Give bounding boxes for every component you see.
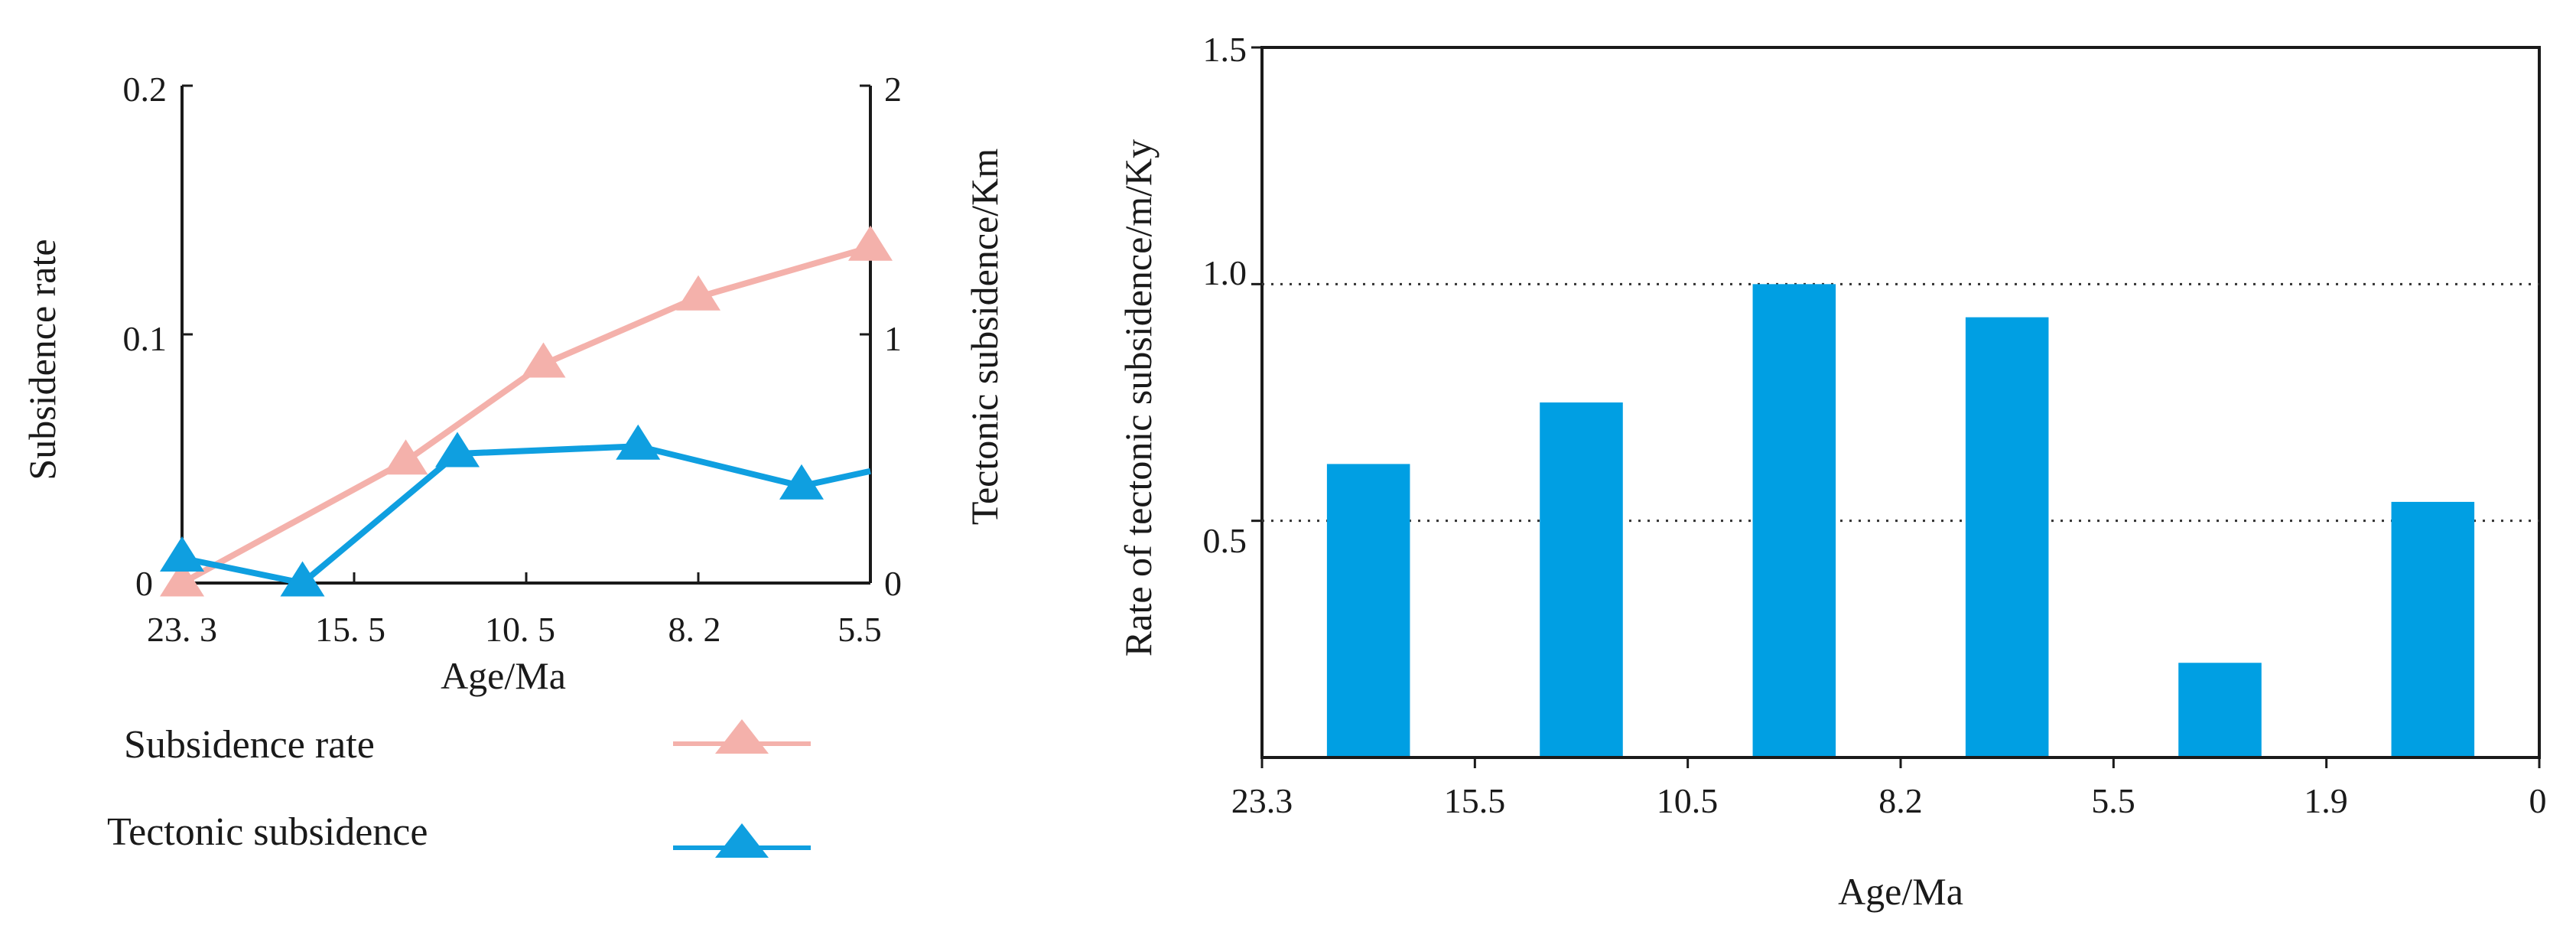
left-ytick-label-0: 0 [135, 564, 153, 603]
bar-xtick-label-5: 1.9 [2304, 781, 2348, 820]
left-series [160, 225, 893, 597]
left-xtick-label-1: 15. 5 [315, 610, 385, 649]
series-line-subsidence-rate [181, 244, 872, 586]
marker-tectonic-subsidence-1 [280, 561, 325, 597]
bar-xtick-label-1: 15.5 [1444, 781, 1506, 820]
left-chart: 0 0.1 0.2 0 1 2 23. 3 15. 5 10. 5 8. 2 5… [21, 70, 1006, 858]
left-xtick-label-4: 5.5 [838, 610, 882, 649]
marker-tectonic-subsidence-2 [435, 432, 480, 468]
marker-subsidence-rate-2 [521, 342, 566, 378]
bar-3 [1965, 317, 2049, 756]
legend-label-tectonic-subsidence: Tectonic subsidence [107, 810, 428, 854]
bar-ytick-label-0.5: 0.5 [1203, 521, 1247, 560]
left-ytick-label-1: 0.1 [123, 319, 168, 358]
legend-marker-tectonic-subsidence [715, 823, 769, 858]
legend-marker-subsidence-rate [715, 719, 769, 754]
left-ytick-label-2: 0.2 [123, 70, 168, 109]
marker-subsidence-rate-0 [160, 561, 204, 597]
bar-xtick-label-4: 5.5 [2091, 781, 2135, 820]
left-xtick-label-2: 10. 5 [485, 610, 555, 649]
bar-xtick-label-6: 0 [2529, 781, 2547, 820]
left-y-axis-label: Subsidence rate [21, 239, 63, 480]
legend: Subsidence rate Tectonic subsidence [107, 719, 811, 858]
marker-tectonic-subsidence-3 [616, 424, 661, 460]
right-ytick-label-0: 0 [884, 564, 902, 603]
right-y-axis-label: Tectonic subsidence/Km [963, 148, 1006, 525]
left-xtick-label-0: 23. 3 [147, 610, 217, 649]
legend-label-subsidence-rate: Subsidence rate [124, 723, 375, 767]
bar-5 [2391, 501, 2475, 756]
bar-1 [1540, 402, 1623, 756]
bar-ytick-label-1.0: 1.0 [1203, 253, 1247, 292]
right-chart: 0.5 1.0 1.5 23.3 15.5 10.5 8.2 5.5 1.9 0… [1117, 30, 2547, 913]
plot-frame [1260, 46, 2541, 759]
marker-tectonic-subsidence-4 [779, 464, 824, 500]
right-ytick-label-1: 1 [884, 319, 902, 358]
bar-4 [2178, 663, 2262, 756]
marker-subsidence-rate-1 [383, 439, 428, 475]
bar-ytick-label-1.5: 1.5 [1203, 30, 1247, 69]
marker-subsidence-rate-4 [848, 225, 893, 261]
right-ticks [1251, 46, 2541, 768]
left-xtick-label-3: 8. 2 [668, 610, 721, 649]
bar-2 [1752, 284, 1836, 756]
bar-y-axis-label: Rate of tectonic subsidence/m/Ky [1117, 139, 1160, 656]
series-line-tectonic-subsidence [181, 443, 871, 586]
right-ytick-label-2: 2 [884, 70, 902, 109]
bar-0 [1326, 464, 1410, 756]
bar-xtick-label-3: 8.2 [1878, 781, 1923, 820]
left-ticks [181, 84, 872, 585]
marker-subsidence-rate-3 [676, 275, 720, 311]
left-x-axis-label: Age/Ma [441, 654, 566, 697]
bar-xtick-label-0: 23.3 [1231, 781, 1293, 820]
marker-tectonic-subsidence-0 [160, 536, 204, 572]
bars [1326, 284, 2475, 756]
bar-x-axis-label: Age/Ma [1838, 870, 1963, 913]
gridlines [1262, 282, 2539, 523]
bar-xtick-label-2: 10.5 [1657, 781, 1719, 820]
